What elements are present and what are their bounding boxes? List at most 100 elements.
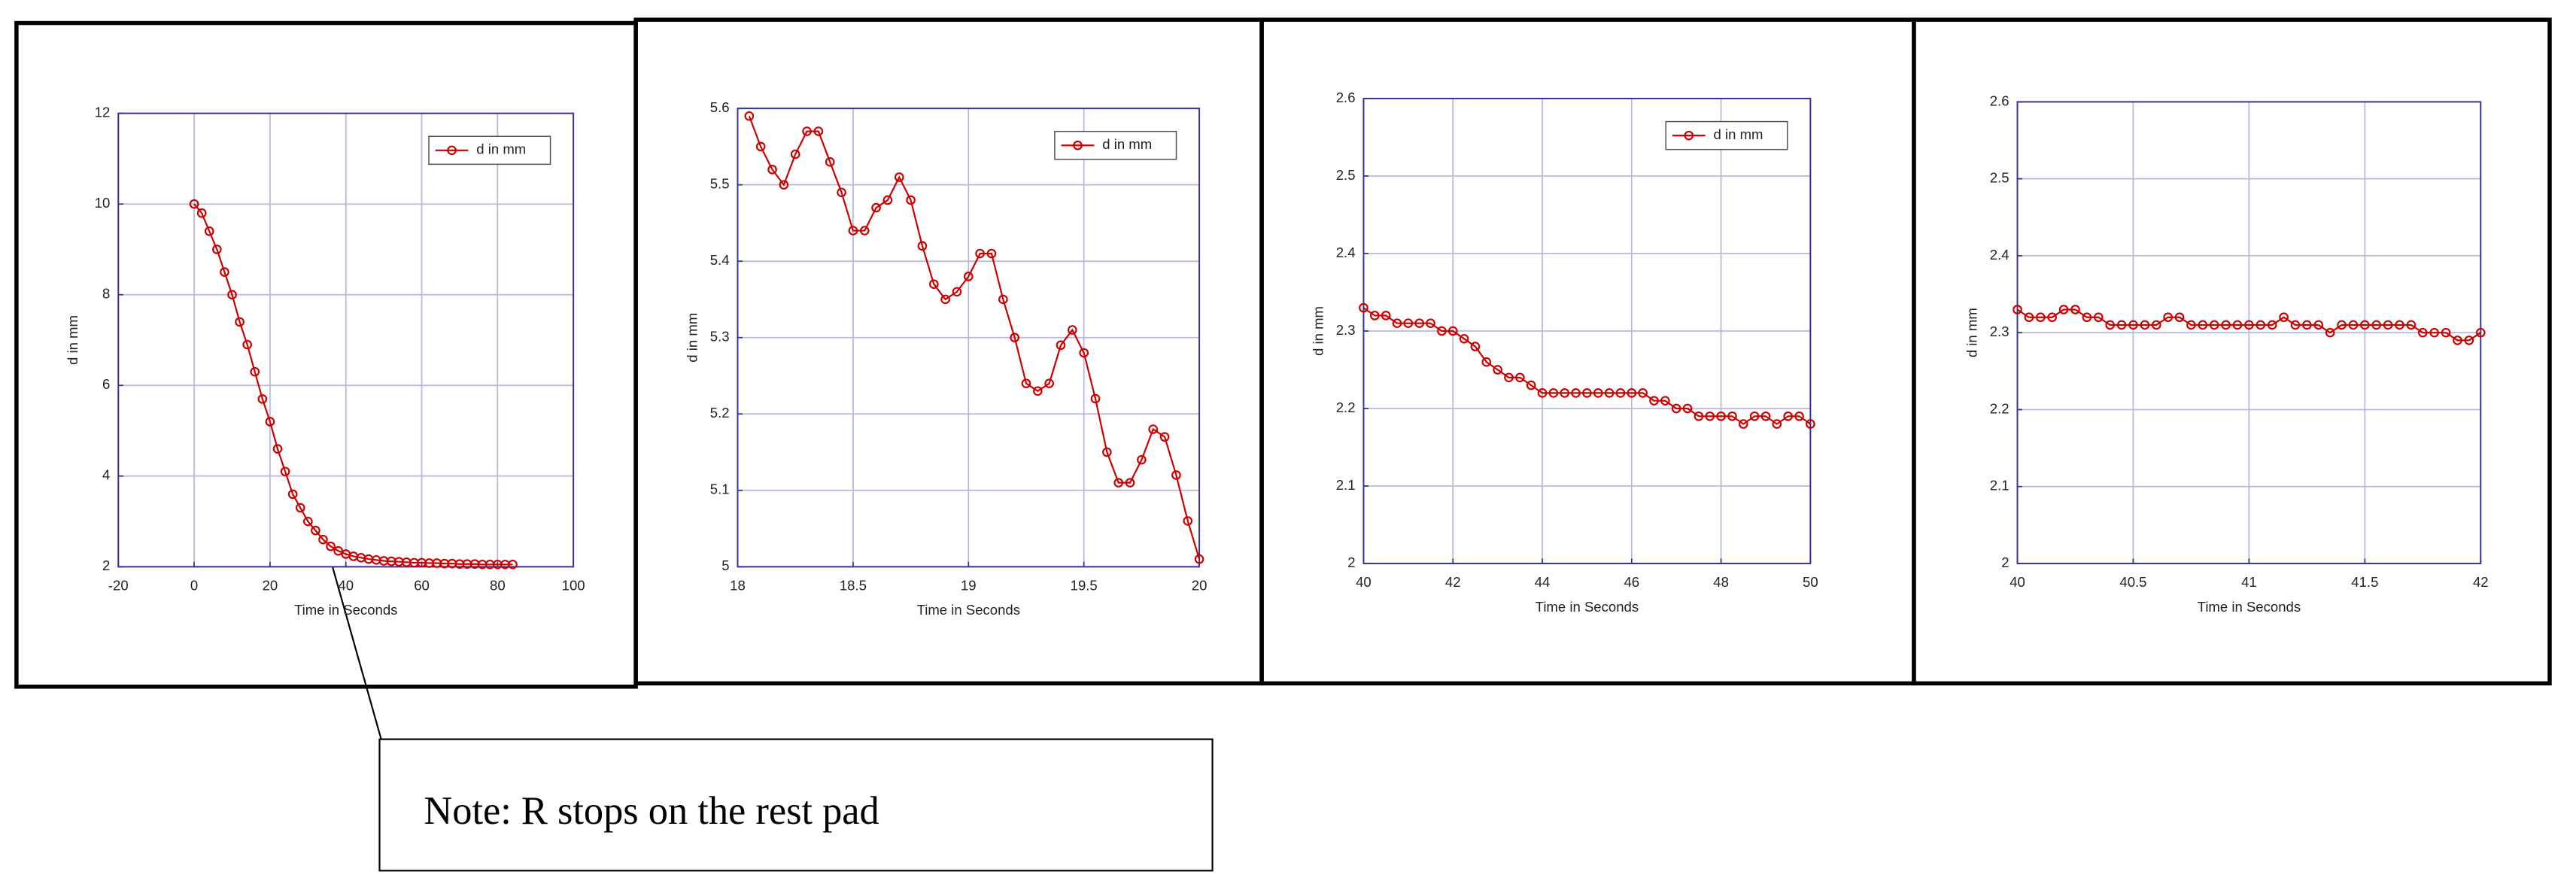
- plot-frame: [737, 108, 1201, 568]
- y-tick-label: 5.5: [710, 176, 730, 192]
- data-point: [1113, 478, 1124, 488]
- y-tick-label: 8: [102, 286, 110, 302]
- data-point: [1727, 411, 1737, 421]
- data-point: [894, 172, 904, 182]
- data-point: [1514, 372, 1525, 383]
- x-tick-label: 50: [1803, 574, 1818, 590]
- data-point: [2360, 320, 2370, 330]
- y-tick-label: 2.2: [1990, 400, 2009, 416]
- data-point: [1749, 411, 1760, 421]
- data-point: [2140, 320, 2150, 330]
- data-point: [1548, 388, 1559, 398]
- legend-box: [428, 135, 551, 166]
- data-point: [917, 241, 928, 251]
- data-point: [1794, 411, 1804, 421]
- y-tick-label: 2.6: [1990, 93, 2009, 108]
- data-point: [952, 287, 962, 297]
- data-point: [767, 165, 777, 175]
- data-point: [2302, 320, 2312, 330]
- data-point: [1056, 340, 1066, 351]
- y-tick-label: 5.1: [710, 481, 730, 497]
- y-tick-label: 2.1: [1336, 477, 1356, 493]
- data-point: [227, 290, 237, 300]
- data-line: [193, 203, 513, 566]
- data-point: [2221, 320, 2231, 330]
- data-point: [326, 541, 336, 551]
- data-point: [212, 245, 222, 254]
- data-point: [1705, 411, 1715, 421]
- data-point: [1716, 411, 1726, 421]
- data-point: [1171, 470, 1181, 480]
- data-point: [2163, 312, 2173, 323]
- data-point: [1381, 311, 1391, 320]
- data-point: [998, 294, 1008, 305]
- data-point: [2313, 320, 2324, 330]
- y-tick-label: 2.2: [1336, 399, 1356, 415]
- data-point: [859, 226, 870, 235]
- legend-label: d in mm: [1714, 126, 1763, 142]
- data-point: [790, 149, 800, 159]
- data-point: [1660, 396, 1670, 406]
- data-point: [1194, 554, 1204, 564]
- data-point: [1459, 333, 1469, 344]
- data-point: [265, 417, 275, 427]
- data-point: [1682, 403, 1693, 414]
- y-tick-label: 10: [95, 195, 111, 211]
- data-point: [2348, 320, 2359, 330]
- data-point: [2093, 312, 2104, 323]
- data-point: [250, 366, 260, 377]
- y-tick-label: 2.5: [1336, 167, 1356, 183]
- data-point: [1148, 424, 1159, 434]
- data-point: [2244, 320, 2254, 330]
- y-axis-label: d in mm: [1310, 306, 1326, 356]
- x-axis-label: Time in Seconds: [2198, 599, 2301, 615]
- y-axis-label: d in mm: [1964, 308, 1979, 357]
- data-point: [848, 226, 858, 235]
- data-point: [1504, 372, 1514, 383]
- data-point: [1649, 396, 1659, 406]
- data-point: [2047, 312, 2058, 323]
- data-point: [1470, 342, 1481, 351]
- data-point: [272, 444, 283, 454]
- y-tick-label: 2.4: [1990, 247, 2009, 263]
- data-point: [813, 126, 824, 136]
- x-tick-label: 42: [1445, 574, 1461, 590]
- data-point: [1783, 411, 1794, 421]
- data-point: [1638, 388, 1648, 398]
- plot-frame: [1362, 98, 1812, 564]
- data-point: [1447, 326, 1458, 336]
- data-point: [2279, 312, 2289, 323]
- data-point: [204, 226, 214, 236]
- data-point: [1021, 378, 1031, 388]
- y-tick-label: 2.1: [1990, 478, 2009, 494]
- data-point: [2290, 320, 2301, 330]
- data-point: [1090, 393, 1101, 404]
- data-point: [2070, 305, 2080, 314]
- data-point: [2406, 320, 2417, 330]
- data-point: [2082, 312, 2092, 323]
- data-point: [2464, 336, 2474, 345]
- data-point: [2151, 320, 2161, 330]
- data-point: [928, 279, 939, 289]
- data-point: [755, 141, 766, 152]
- data-point: [1183, 516, 1193, 526]
- data-point: [1760, 411, 1771, 421]
- legend-label: d in mm: [1102, 136, 1152, 152]
- data-point: [802, 126, 812, 136]
- data-point: [1493, 365, 1502, 375]
- data-point: [2058, 305, 2069, 314]
- data-point: [1571, 388, 1581, 398]
- data-point: [1806, 419, 1815, 429]
- data-point: [963, 272, 974, 281]
- x-axis-label: Time in Seconds: [917, 602, 1020, 618]
- x-tick-label: 40: [1356, 574, 1372, 590]
- data-point: [2267, 320, 2277, 330]
- data-point: [2024, 312, 2034, 323]
- data-point: [318, 534, 328, 545]
- data-point: [1671, 403, 1681, 414]
- data-point: [287, 489, 298, 500]
- data-point: [1079, 348, 1089, 358]
- data-point: [220, 267, 229, 277]
- data-point: [1537, 388, 1548, 398]
